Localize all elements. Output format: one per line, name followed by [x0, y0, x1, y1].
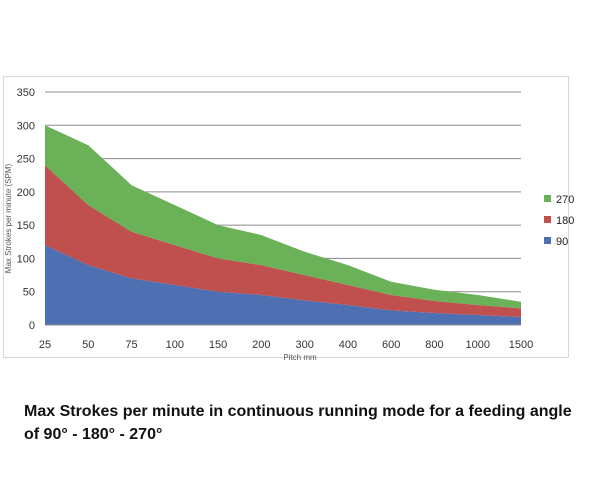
area-series-180 [45, 165, 521, 318]
y-tick-label: 350 [17, 87, 35, 99]
y-tick-label: 150 [17, 220, 35, 232]
x-tick-label: 400 [339, 339, 357, 351]
x-tick-label: 100 [166, 339, 184, 351]
axes: 0 50 100 150 200 250 300 350 25 50 75 100 150 200 300 4… [4, 87, 533, 362]
y-tick-label: 200 [17, 187, 35, 199]
area-series [45, 125, 521, 325]
figure-caption: Max Strokes per minute in continuous run… [24, 403, 572, 443]
legend-swatch-180 [544, 216, 551, 223]
legend-label-180: 180 [556, 215, 574, 227]
area-series-270 [45, 125, 521, 309]
legend-swatch-90 [544, 237, 551, 244]
area-series-90 [45, 245, 521, 325]
y-tick-label: 300 [17, 120, 35, 132]
y-tick-label: 250 [17, 154, 35, 166]
x-tick-label: 200 [252, 339, 270, 351]
legend: 270 180 90 [544, 194, 574, 248]
legend-label-270: 270 [556, 194, 574, 206]
y-tick-label: 100 [17, 253, 35, 265]
x-tick-label: 800 [425, 339, 443, 351]
x-tick-label: 150 [209, 339, 227, 351]
x-tick-label: 1500 [509, 339, 533, 351]
y-tick-label: 50 [23, 287, 35, 299]
x-tick-label: 25 [39, 339, 51, 351]
x-tick-label: 50 [82, 339, 94, 351]
x-axis-title: Pitch mm [283, 353, 317, 362]
x-tick-label: 75 [125, 339, 137, 351]
y-tick-label: 0 [29, 320, 35, 332]
x-tick-label: 600 [382, 339, 400, 351]
legend-swatch-270 [544, 195, 551, 202]
y-axis-title: Max Strokes per minute (SPM) [4, 163, 13, 273]
x-tick-label: 1000 [465, 339, 489, 351]
stacked-area-chart: 0 50 100 150 200 250 300 350 25 50 75 100 150 200 300 4… [4, 87, 574, 362]
x-tick-label: 300 [295, 339, 313, 351]
legend-label-90: 90 [556, 236, 568, 248]
